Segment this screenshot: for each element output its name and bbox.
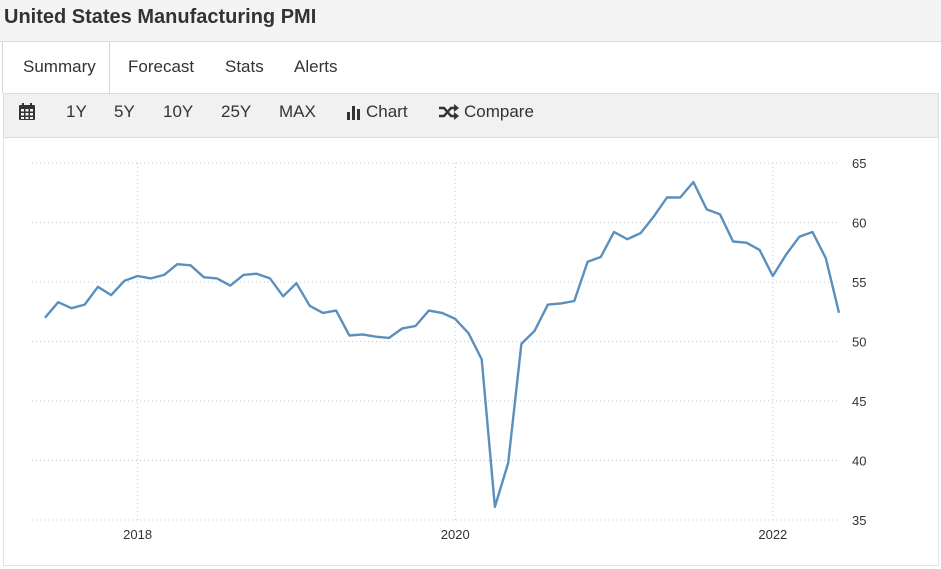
- y-tick-label: 65: [852, 156, 866, 171]
- x-tick-label: 2022: [758, 527, 787, 542]
- calendar-icon[interactable]: [19, 94, 39, 137]
- x-tick-label: 2020: [441, 527, 470, 542]
- range-10y-button[interactable]: 10Y: [163, 102, 194, 121]
- tab-forecast[interactable]: Forecast: [128, 57, 195, 76]
- range-25y-button[interactable]: 25Y: [221, 102, 252, 121]
- y-tick-label: 45: [852, 394, 866, 409]
- chart-area: [3, 138, 939, 566]
- pmi-line-chart: 35 40 45 50 55 60 65 2018 2020 2022: [32, 156, 866, 542]
- range-1y-button[interactable]: 1Y: [66, 102, 87, 121]
- y-tick-label: 60: [852, 216, 866, 231]
- x-tick-label: 2018: [123, 527, 152, 542]
- y-tick-label: 50: [852, 335, 866, 350]
- range-max-button[interactable]: MAX: [279, 102, 316, 121]
- chart-toolbar: 1Y 5Y 10Y 25Y MAX Chart Compare: [3, 93, 939, 138]
- compare-label: Compare: [464, 102, 534, 121]
- tab-alerts[interactable]: Alerts: [294, 57, 338, 76]
- range-5y-button[interactable]: 5Y: [114, 102, 135, 121]
- title-bar: United States Manufacturing PMI: [0, 0, 941, 42]
- page-title: United States Manufacturing PMI: [4, 6, 317, 28]
- y-tick-label: 35: [852, 513, 866, 528]
- y-tick-label: 40: [852, 454, 866, 469]
- shuffle-icon: [439, 104, 459, 120]
- tab-bar: Summary Forecast Stats Alerts: [0, 42, 941, 93]
- compare-button[interactable]: Compare: [438, 94, 534, 137]
- pmi-series-line: [44, 180, 841, 509]
- chart-type-button[interactable]: Chart: [346, 94, 408, 137]
- bar-chart-icon: [347, 106, 360, 120]
- tab-stats[interactable]: Stats: [225, 57, 264, 76]
- tab-summary[interactable]: Summary: [2, 42, 110, 93]
- chart-type-label: Chart: [366, 102, 408, 121]
- y-tick-label: 55: [852, 275, 866, 290]
